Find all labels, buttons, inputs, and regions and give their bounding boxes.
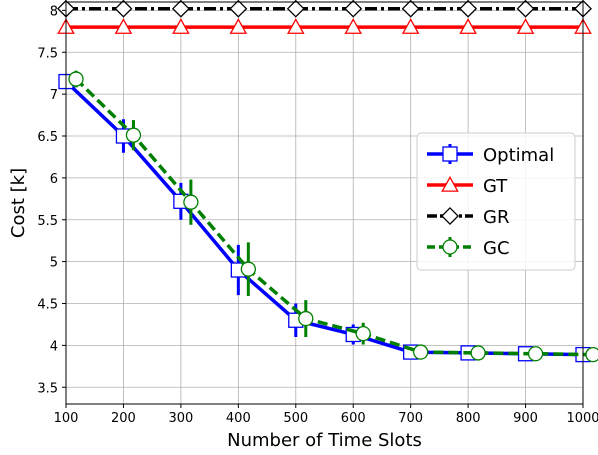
data-point (585, 346, 598, 363)
y-tick-label: 5.5 (37, 214, 58, 229)
legend: Optimal GT GR GC (416, 132, 576, 271)
data-point (114, 18, 133, 34)
x-tick-label: 1000 (566, 411, 598, 426)
y-tick-label: 5 (50, 256, 58, 271)
series-gc (68, 70, 598, 363)
legend-box (416, 132, 576, 271)
x-tick-label: 600 (341, 411, 366, 426)
series-layer (57, 0, 598, 363)
data-point (401, 18, 420, 34)
y-tick-label: 4.5 (37, 298, 58, 313)
x-tick-label: 800 (456, 411, 481, 426)
series-gr (57, 0, 592, 18)
data-point (516, 18, 535, 34)
legend-item-optimal: Optimal (427, 144, 554, 166)
legend-marker (441, 207, 459, 225)
data-point (172, 18, 190, 34)
legend-marker (441, 175, 459, 192)
legend-item-gr: GR (427, 207, 509, 228)
x-tick-label: 200 (111, 411, 136, 426)
y-tick-label: 6.5 (37, 130, 58, 145)
y-tick-label: 7.5 (37, 46, 58, 61)
data-point (459, 0, 478, 18)
data-point (286, 0, 305, 18)
y-tick-label: 3.5 (37, 381, 58, 396)
y-tick-label: 4 (50, 339, 58, 354)
data-point (344, 0, 363, 18)
data-point (298, 310, 314, 327)
data-point (459, 18, 477, 34)
legend-label: GC (483, 238, 510, 259)
data-point (183, 194, 199, 210)
legend-marker (442, 239, 458, 255)
legend-item-gc: GC (427, 237, 510, 259)
data-point (125, 127, 142, 143)
y-axis-label: Cost [k] (8, 168, 29, 238)
y-tick-label: 6 (50, 172, 58, 187)
data-point (401, 0, 420, 18)
x-tick-label: 100 (54, 411, 79, 426)
data-point (229, 0, 248, 18)
data-point (240, 261, 256, 277)
ticks: 100 200 300 400 500 600 700 800 900 1000 3.5 4 4.5 5 5… (37, 4, 598, 426)
x-tick-label: 500 (283, 411, 308, 426)
y-tick-label: 7 (50, 88, 58, 103)
legend-marker (442, 146, 458, 162)
y-tick-label: 8 (50, 4, 58, 19)
x-tick-label: 700 (398, 411, 423, 426)
series-line (74, 77, 594, 357)
data-point (413, 344, 429, 360)
legend-label: GT (483, 176, 508, 197)
data-point (68, 71, 84, 87)
data-point (527, 346, 544, 362)
x-tick-label: 300 (168, 411, 193, 426)
data-point (344, 18, 363, 34)
data-point (286, 18, 305, 34)
legend-label: GR (483, 207, 509, 228)
data-point (114, 0, 133, 18)
x-tick-label: 900 (513, 411, 538, 426)
x-axis-label: Number of Time Slots (227, 430, 422, 451)
data-point (470, 345, 486, 361)
x-tick-label: 400 (226, 411, 251, 426)
legend-label: Optimal (483, 145, 554, 166)
data-point (229, 18, 248, 34)
legend-item-gt: GT (427, 175, 508, 197)
plot-frame (65, 1, 584, 405)
data-point (516, 0, 535, 18)
data-point (171, 0, 190, 18)
data-point (355, 325, 371, 342)
